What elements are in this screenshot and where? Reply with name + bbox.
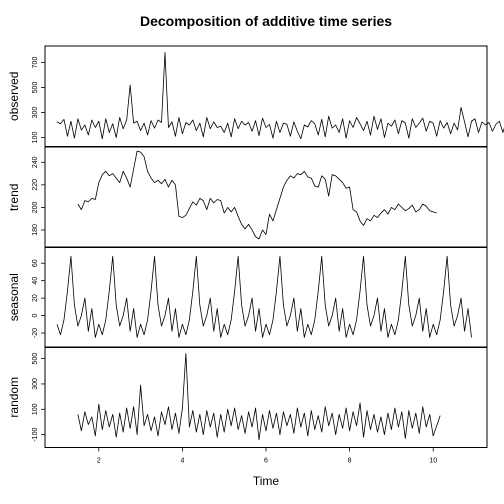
chart-title: Decomposition of additive time series (140, 13, 392, 29)
y-tick-label: -20 (32, 328, 39, 338)
y-axis-label-random: random (7, 377, 21, 418)
panel-random: random -100 100 300 500 (7, 346, 488, 448)
y-axis-label-observed: observed (7, 72, 21, 121)
y-tick-label: 700 (32, 57, 39, 69)
x-tick-label: 2 (97, 458, 101, 465)
y-tick-label: 20 (32, 294, 39, 302)
series-line-observed (56, 52, 504, 140)
y-axis-label-seasonal: seasonal (7, 273, 21, 321)
y-tick-label: 180 (32, 224, 39, 236)
y-tick-label: 240 (32, 156, 39, 168)
x-axis: 2 4 6 8 10 (97, 447, 437, 465)
y-tick-label: 200 (32, 201, 39, 213)
panel-trend: trend 180 200 220 240 (7, 146, 488, 248)
y-tick-label: 100 (32, 132, 39, 144)
series-line-seasonal (56, 255, 472, 338)
panel-seasonal: seasonal -20 0 20 40 60 (7, 246, 488, 348)
panel-frame-observed (44, 45, 488, 147)
y-tick-label: 40 (32, 277, 39, 285)
y-tick-label: 300 (32, 107, 39, 119)
x-tick-label: 8 (348, 458, 352, 465)
y-tick-label: 220 (32, 179, 39, 191)
y-axis-label-trend: trend (7, 184, 21, 211)
y-tick-label: -100 (32, 428, 39, 442)
series-line-trend (77, 150, 437, 240)
x-tick-label: 6 (264, 458, 268, 465)
y-tick-label: 0 (32, 314, 39, 318)
y-tick-label: 500 (32, 82, 39, 94)
x-tick-label: 4 (180, 458, 184, 465)
y-tick-label: 300 (32, 378, 39, 390)
y-tick-label: 60 (32, 259, 39, 267)
y-tick-label: 500 (32, 353, 39, 365)
series-line-random (77, 353, 441, 441)
y-tick-label: 100 (32, 403, 39, 415)
panel-frame-seasonal (44, 246, 488, 348)
panel-observed: observed 100 300 500 700 (7, 45, 504, 147)
panels-group: observed100300500700trend180200220240sea… (7, 45, 504, 448)
panel-frame-random (44, 346, 488, 448)
x-tick-label: 10 (429, 458, 437, 465)
x-axis-label: Time (253, 474, 280, 488)
